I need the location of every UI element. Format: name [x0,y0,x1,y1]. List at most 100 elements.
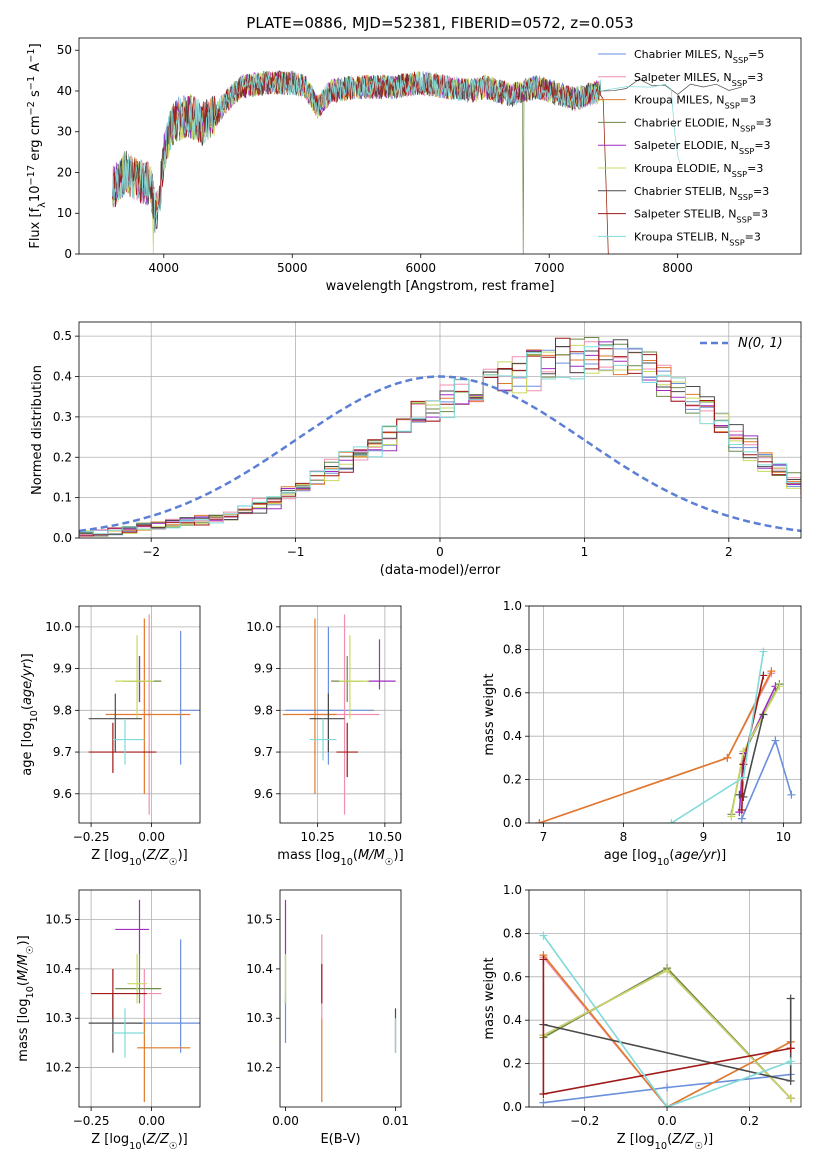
x-tick-label: 6000 [405,261,436,275]
x-tick-label: −0.2 [570,1114,599,1128]
x-tick-label: −1 [287,545,305,559]
plot-area [112,70,742,254]
y-axis-label: mass weight [482,673,497,755]
y-tick-label: 0 [64,247,72,261]
legend-entry: Chabrier ELODIE, NSSP=3 [634,116,772,133]
y-tick-label: 9.7 [53,745,72,759]
plot-area [88,899,200,1103]
y-tick-label: 9.6 [53,787,72,801]
x-tick-label: 7000 [534,261,565,275]
y-tick-label: 10.5 [246,913,273,927]
y-axis-label: mass weight [482,957,497,1039]
y-tick-label: 0.4 [503,1013,522,1027]
y-tick-label: 0.3 [53,410,72,424]
legend-entry: Salpeter MILES, NSSP=3 [634,71,763,88]
histogram-series-steps [79,345,801,538]
y-tick-label: 10.4 [246,962,273,976]
panel-mass_vs_ebv: 0.00 0.01 10.2 10.3 10.4 10.5 [246,889,409,1128]
weight-series-marker [786,1076,795,1085]
x-tick-label: 8000 [662,261,693,275]
x-axis-label: wavelength [Angstrom, rest frame] [326,279,555,294]
axes-frame [528,605,802,824]
x-tick-label: 0.2 [740,1114,759,1128]
panel-mass_vs_Z: −0.25 0.00 10.2 10.3 10.4 10.5 Z [log10(Z/Z☉)]… [16,889,201,1152]
y-tick-label: 9.9 [254,662,273,676]
x-tick-label: 8 [620,830,628,844]
x-tick-label: 0 [436,545,444,559]
y-tick-label: 10.2 [45,1061,72,1075]
axes-frame [279,605,402,824]
y-tick-label: 10.0 [45,620,72,634]
x-tick-label: 4000 [149,261,180,275]
x-axis-label: Z [log10(Z/Z☉)] [91,1132,188,1152]
weight-series-marker [759,671,768,680]
weight-series-marker [737,814,746,823]
x-axis-label: age [log10(age/yr)] [604,848,727,868]
x-axis-label: Z [log10(Z/Z☉)] [91,848,188,868]
legend-entry: Kroupa STELIB, NSSP=3 [634,230,761,247]
weight-series-marker [786,1094,795,1103]
y-tick-label: 10.0 [246,620,273,634]
weight-series-marker [539,955,548,964]
weight-series-marker [727,812,736,821]
y-tick-label: 40 [57,84,72,98]
panel-residuals: −2 −1 0 1 2 0.0 0.1 0.2 0.3 0.4 0.5 (data-model)/er… [30,321,802,578]
y-tick-label: 0.8 [503,926,522,940]
y-tick-label: 20 [57,165,72,179]
legend-entry: Kroupa ELODIE, NSSP=3 [634,162,763,179]
legend-entry: Chabrier STELIB, NSSP=3 [634,185,769,202]
weight-series-marker [786,994,795,1003]
y-tick-label: 1.0 [503,599,522,613]
y-tick-label: 0.4 [53,370,72,384]
y-tick-label: 10.3 [45,1011,72,1025]
y-tick-label: 9.9 [53,662,72,676]
panel-age_vs_mass: 10.25 10.50 9.6 9.7 9.8 9.9 10.0 mass [log10(M/… [246,605,404,868]
y-tick-label: 9.6 [254,787,273,801]
weight-series-marker [771,736,780,745]
weight-series-marker [786,1044,795,1053]
y-tick-label: 0.0 [53,531,72,545]
x-tick-label: 0.00 [138,830,165,844]
x-axis-label: (data-model)/error [380,563,501,578]
weight-series-marker [539,931,548,940]
y-tick-label: 9.8 [254,703,273,717]
axes-frame [78,605,201,824]
weight-series-marker [667,819,676,823]
weight-series-marker [539,1089,548,1098]
weight-series-marker [663,1103,672,1107]
y-tick-label: 30 [57,125,72,139]
legend-entry: N(0, 1) [738,336,783,351]
weight-series-marker [539,1098,548,1107]
y-tick-label: 9.7 [254,745,273,759]
axes-frame [78,321,802,539]
figure-title: PLATE=0886, MJD=52381, FIBERID=0572, z=0… [246,14,633,32]
plot-area [282,614,396,815]
x-axis-label: Z [log10(Z/Z☉)] [617,1132,714,1152]
spectrum-series-line [112,70,681,234]
weight-series-line [542,935,791,1107]
y-tick-label: 10.3 [246,1011,273,1025]
y-tick-label: 10.5 [45,913,72,927]
y-tick-label: 10.4 [45,962,72,976]
y-tick-label: 0.6 [503,970,522,984]
weight-series-marker [739,773,748,782]
y-tick-label: 0.6 [503,686,522,700]
y-tick-label: 0.1 [53,491,72,505]
axes-frame [279,889,402,1108]
x-tick-label: −0.25 [73,830,110,844]
x-tick-label: 0.01 [382,1114,409,1128]
y-tick-label: 9.8 [53,703,72,717]
plot-area [539,931,795,1107]
x-tick-label: 0.00 [272,1114,299,1128]
plot-area [284,899,397,1103]
legend-entry: Salpeter STELIB, NSSP=3 [634,208,768,225]
x-tick-label: 7 [540,830,548,844]
y-axis-label: mass [log10(M/M☉)] [16,935,36,1061]
x-tick-label: 10.50 [368,830,402,844]
plot-area [79,337,801,538]
weight-series-marker [775,682,784,691]
y-tick-label: 10.2 [246,1061,273,1075]
y-tick-label: 0.8 [503,642,522,656]
weight-series-marker [663,1083,672,1092]
y-tick-label: 0.0 [503,1100,522,1114]
